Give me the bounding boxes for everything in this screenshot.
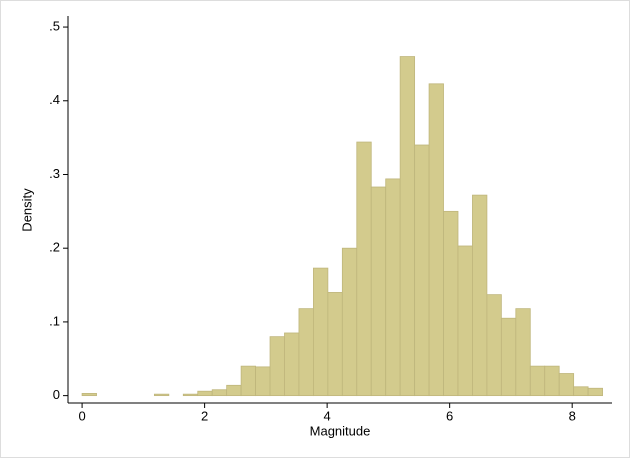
bar [341,247,358,397]
bar [81,393,97,397]
y-tick-label: .5 [49,18,60,33]
x-tick-label: 4 [324,408,331,423]
bar [211,389,228,397]
bar [298,308,314,397]
bar [573,386,589,397]
bar [587,387,603,397]
bar [240,365,256,397]
y-tick-label: 0 [53,387,60,402]
bar [356,141,372,397]
bar [197,390,213,397]
bar [515,308,531,397]
bar [284,332,300,397]
bar [457,245,473,397]
y-tick-label: .2 [49,240,60,255]
bar [255,366,271,397]
bar [269,336,285,397]
bar [500,317,517,397]
x-axis-title: Magnitude [310,423,371,438]
y-tick-label: .1 [49,313,60,328]
x-tick-label: 2 [201,408,208,423]
bar [226,384,242,397]
bar [428,83,444,397]
x-tick-label: 0 [78,408,85,423]
bar [486,294,502,397]
bar [182,393,199,397]
bar [472,194,488,397]
y-tick-label: .3 [49,166,60,181]
bar [313,267,329,397]
bar [153,393,170,397]
bar [327,292,343,397]
y-tick-label: .4 [49,92,60,107]
x-tick-label: 8 [569,408,576,423]
x-tick-label: 6 [446,408,453,423]
bar [370,186,387,397]
bar [529,365,546,397]
y-axis-title: Density [19,188,34,232]
bar [414,144,430,397]
bar [385,178,401,397]
bar [558,373,575,397]
bar [544,365,560,397]
bar [399,56,416,397]
bar [443,210,459,397]
